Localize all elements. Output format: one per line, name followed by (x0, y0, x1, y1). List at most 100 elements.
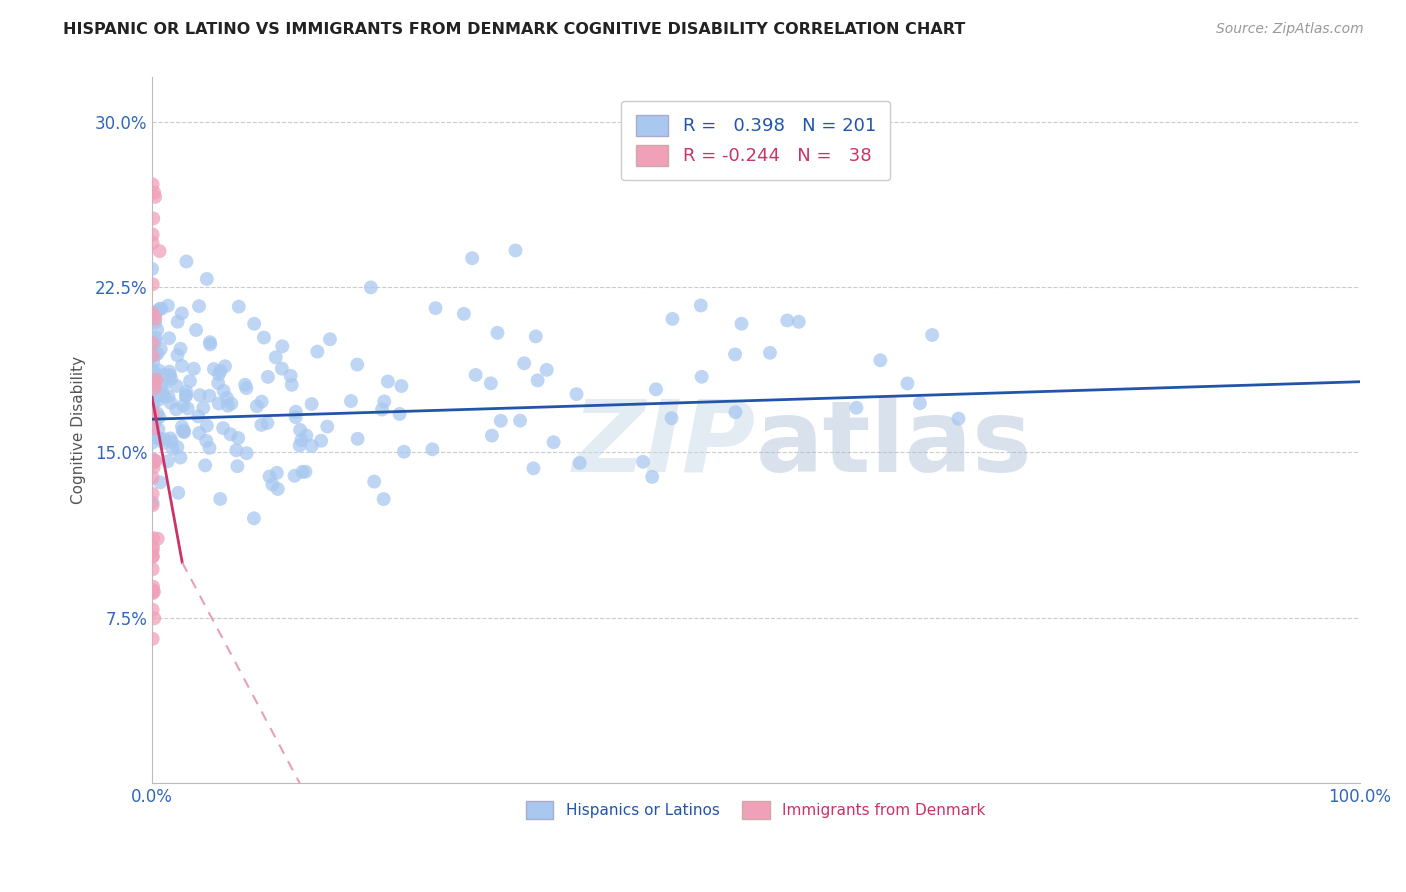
Point (166, 440, 188, 454)
Point (148, 244, 170, 259)
Point (845, 401, 868, 415)
Point (281, 377, 304, 392)
Point (162, 442, 184, 456)
Point (184, 323, 207, 337)
Point (142, 211, 165, 226)
Point (145, 347, 167, 361)
Point (373, 394, 395, 409)
Point (235, 381, 257, 395)
Point (148, 422, 170, 436)
Point (156, 454, 179, 468)
Point (142, 582, 165, 597)
Point (284, 405, 307, 419)
Point (543, 435, 565, 450)
Point (291, 465, 314, 479)
Point (146, 323, 169, 337)
Point (509, 414, 531, 428)
Point (262, 477, 284, 491)
Point (157, 389, 180, 403)
Point (142, 235, 165, 250)
Point (195, 434, 218, 448)
Point (145, 430, 167, 444)
Point (219, 427, 242, 442)
Point (896, 376, 918, 391)
Point (145, 430, 167, 444)
Point (759, 346, 782, 360)
Point (142, 400, 165, 414)
Point (188, 388, 211, 402)
Point (142, 632, 165, 646)
Point (479, 376, 502, 391)
Point (176, 254, 198, 268)
Point (524, 329, 547, 343)
Point (188, 425, 211, 440)
Point (187, 409, 209, 424)
Point (142, 425, 165, 440)
Point (221, 396, 243, 410)
Point (142, 549, 165, 564)
Point (145, 454, 167, 468)
Point (146, 406, 169, 420)
Point (195, 418, 218, 433)
Point (143, 429, 166, 443)
Text: Source: ZipAtlas.com: Source: ZipAtlas.com (1216, 22, 1364, 37)
Point (150, 301, 173, 316)
Point (142, 336, 165, 351)
Point (143, 453, 166, 467)
Point (645, 382, 668, 396)
Point (250, 394, 273, 409)
Point (198, 441, 221, 455)
Point (173, 425, 195, 440)
Point (142, 277, 165, 292)
Point (148, 364, 170, 378)
Point (257, 370, 280, 384)
Point (280, 368, 302, 383)
Point (141, 495, 163, 509)
Point (149, 475, 172, 490)
Point (486, 326, 509, 340)
Point (226, 431, 249, 445)
Point (259, 469, 281, 483)
Point (267, 482, 290, 496)
Text: atlas: atlas (756, 396, 1032, 493)
Point (346, 432, 368, 446)
Point (207, 376, 229, 391)
Point (169, 342, 191, 356)
Point (377, 375, 399, 389)
Point (198, 337, 221, 351)
Point (143, 310, 166, 324)
Point (142, 584, 165, 599)
Point (198, 389, 221, 403)
Point (481, 428, 503, 442)
Point (142, 349, 165, 363)
Point (453, 307, 475, 321)
Text: HISPANIC OR LATINO VS IMMIGRANTS FROM DENMARK COGNITIVE DISABILITY CORRELATION C: HISPANIC OR LATINO VS IMMIGRANTS FROM DE… (63, 22, 966, 37)
Point (631, 455, 654, 469)
Point (661, 311, 683, 326)
Point (153, 368, 176, 382)
Y-axis label: Cognitive Disability: Cognitive Disability (72, 356, 86, 504)
Point (526, 373, 548, 387)
Point (661, 411, 683, 425)
Point (141, 362, 163, 376)
Point (143, 186, 166, 200)
Point (153, 376, 176, 391)
Point (142, 562, 165, 576)
Point (141, 392, 163, 406)
Point (228, 300, 250, 314)
Point (149, 342, 172, 356)
Point (142, 540, 165, 554)
Point (143, 316, 166, 330)
Point (145, 330, 167, 344)
Point (174, 388, 197, 402)
Point (787, 315, 810, 329)
Point (392, 444, 415, 458)
Point (294, 465, 316, 479)
Point (724, 405, 747, 419)
Point (142, 388, 165, 402)
Point (208, 368, 231, 382)
Point (212, 384, 235, 398)
Point (290, 433, 312, 447)
Point (288, 438, 311, 452)
Point (142, 405, 165, 419)
